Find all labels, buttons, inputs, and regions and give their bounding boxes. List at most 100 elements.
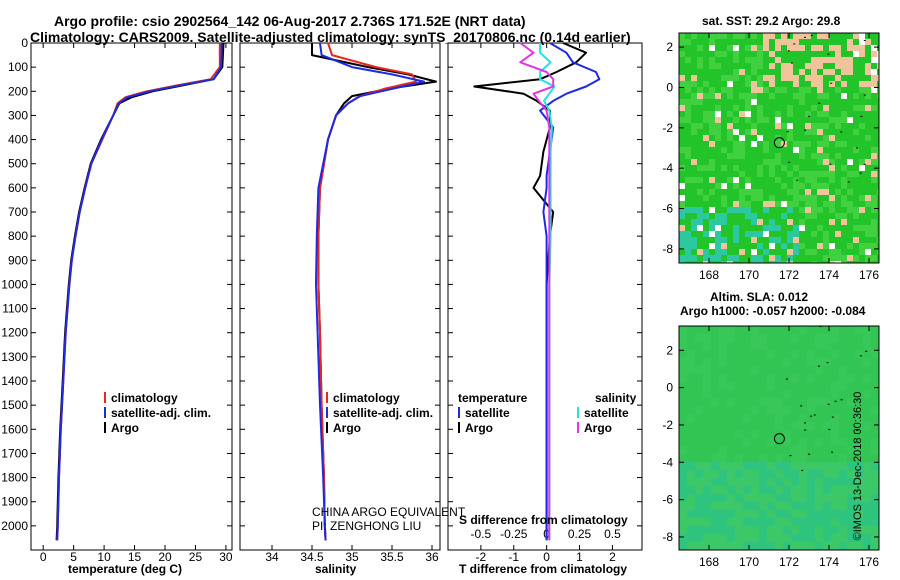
map-y-tick-label: 0 (666, 381, 673, 395)
map-cell (811, 195, 817, 201)
map-cell (839, 526, 847, 534)
map-cell (787, 219, 793, 225)
map-cell (709, 255, 715, 261)
map-cell (859, 165, 865, 171)
map-cell (793, 237, 799, 243)
plot-frame-temperature (30, 42, 233, 551)
map-cell (709, 141, 715, 147)
map-cell (745, 231, 751, 237)
x-tick-label: 2 (609, 550, 616, 564)
map-cell (815, 494, 823, 502)
map-cell (865, 93, 871, 99)
map-cell (719, 446, 727, 454)
map-cell (769, 63, 775, 69)
map-cell (679, 502, 687, 510)
map-cell (815, 486, 823, 494)
map-cell (769, 51, 775, 57)
plot-frame-salinity (239, 42, 441, 551)
map-cell (751, 63, 757, 69)
map-cell (793, 165, 799, 171)
map-cell (685, 231, 691, 237)
map-cell (697, 99, 703, 105)
map-cell (685, 117, 691, 123)
map-cell (763, 207, 769, 213)
legend-swatch-red (104, 392, 106, 403)
map-cell (739, 189, 745, 195)
map-cell (697, 219, 703, 225)
map-cell (855, 518, 863, 526)
map-cell (733, 33, 739, 39)
map-cell (863, 334, 871, 342)
map-cell (745, 129, 751, 135)
map-cell (815, 438, 823, 446)
coastline-dot (863, 94, 866, 96)
map-x-tick-label: 172 (779, 268, 799, 282)
map-cell (793, 177, 799, 183)
map-cell (769, 243, 775, 249)
map-cell (807, 518, 815, 526)
map-cell (687, 358, 695, 366)
map-cell (841, 57, 847, 63)
map-cell (865, 249, 871, 255)
map-cell (847, 462, 855, 470)
map-cell (835, 45, 841, 51)
map-cell (679, 201, 685, 207)
map-cell (807, 422, 815, 430)
map-cell (831, 478, 839, 486)
map-cell (791, 510, 799, 518)
map-cell (817, 159, 823, 165)
map-cell (823, 33, 829, 39)
map-cell (697, 213, 703, 219)
map-cell (727, 502, 735, 510)
map-cell (751, 430, 759, 438)
coastline-dot (800, 405, 803, 407)
map-cell (799, 454, 807, 462)
map-cell (751, 470, 759, 478)
map-cell (853, 129, 859, 135)
map-cell (871, 207, 877, 213)
map-cell (679, 366, 687, 374)
map-cell (829, 177, 835, 183)
map-cell (799, 195, 805, 201)
map-cell (719, 534, 727, 542)
map-cell (793, 147, 799, 153)
map-cell (805, 177, 811, 183)
map-cell (767, 510, 775, 518)
map-cell (799, 526, 807, 534)
map-cell (823, 123, 829, 129)
map-cell (793, 231, 799, 237)
map-cell (691, 129, 697, 135)
map-cell (715, 219, 721, 225)
map-cell (835, 255, 841, 261)
map-cell (685, 255, 691, 261)
map-cell (763, 159, 769, 165)
map-cell (767, 486, 775, 494)
map-cell (703, 470, 711, 478)
map-cell (775, 534, 783, 542)
map-cell (769, 75, 775, 81)
map-cell (863, 526, 871, 534)
map-cell (841, 195, 847, 201)
map-cell (817, 57, 823, 63)
map-cell (847, 534, 855, 542)
map-frame (678, 32, 880, 264)
map-cell (697, 177, 703, 183)
map-cell (855, 470, 863, 478)
map-cell (727, 111, 733, 117)
coastline-dot (804, 422, 807, 424)
map-cell (757, 135, 763, 141)
map-cell (709, 165, 715, 171)
legend-swatch-magenta (577, 422, 579, 433)
coastline-dot (834, 400, 837, 402)
depth-tick-label: 300 (8, 108, 28, 122)
map-cell (871, 486, 879, 494)
x-tick-label: 34.5 (300, 550, 324, 564)
map-cell (687, 486, 695, 494)
coastline-dot (803, 36, 806, 38)
map-cell (751, 542, 759, 550)
map-cell (703, 334, 711, 342)
x2-tick-label: 0.25 (568, 527, 592, 541)
map-cell (679, 486, 687, 494)
map-cell (815, 342, 823, 350)
map-cell (751, 231, 757, 237)
